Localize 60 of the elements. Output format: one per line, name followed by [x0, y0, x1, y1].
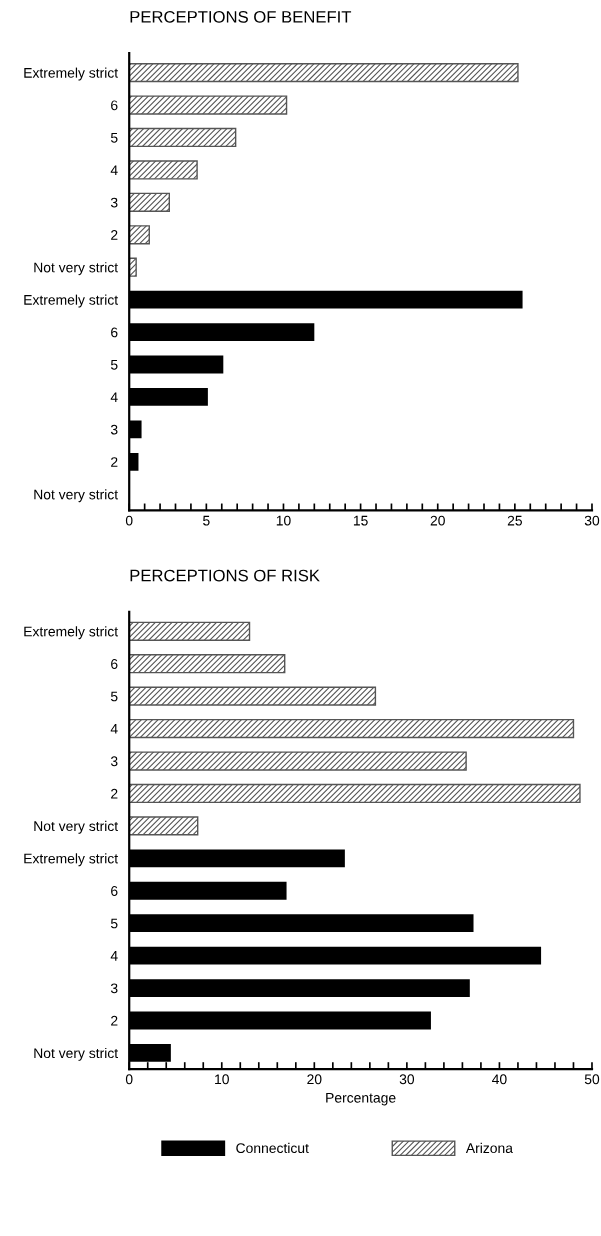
bar [129, 95, 288, 115]
y-tick-label: 5 [110, 359, 118, 370]
y-tick-label: 6 [111, 327, 118, 338]
y-tick-label: 3 [110, 756, 118, 767]
chart-title: PERCEPTIONS OF RISK [130, 569, 320, 582]
x-tick-label: 30 [399, 1074, 415, 1085]
y-tick-label: 4 [110, 165, 118, 175]
y-tick-label: Not very strict [34, 1047, 119, 1061]
y-tick-label: 6 [111, 659, 118, 669]
y-tick-label: Not very strict [34, 820, 119, 834]
bar [129, 718, 575, 739]
y-tick-label: 6 [111, 886, 118, 896]
y-tick-label: 4 [110, 724, 118, 734]
bar [129, 751, 467, 771]
y-tick-label: 2 [111, 457, 118, 467]
chart-title: PERCEPTIONS OF BENEFIT [130, 10, 352, 23]
y-tick-label: Not very strict [34, 489, 119, 503]
legend-label: Connecticut [236, 1142, 309, 1154]
x-tick-label: 20 [307, 1074, 322, 1085]
x-axis-title: Percentage [326, 1093, 396, 1106]
y-tick-label: 2 [111, 788, 118, 799]
bar [129, 192, 171, 212]
y-tick-label: 5 [110, 918, 118, 929]
x-tick-label: 25 [507, 515, 522, 526]
x-tick-label: 0 [125, 1074, 133, 1085]
bar [129, 686, 377, 706]
y-tick-label: 3 [110, 424, 118, 435]
x-tick-label: 15 [353, 515, 368, 526]
bar [129, 783, 581, 804]
y-tick-label: Not very strict [34, 262, 119, 276]
y-tick-label: Extremely strict [24, 67, 118, 81]
x-tick-label: 10 [276, 515, 291, 526]
y-tick-label: 3 [110, 983, 118, 994]
y-tick-label: 4 [110, 392, 118, 402]
y-tick-label: Extremely strict [24, 294, 118, 308]
x-tick-label: 30 [584, 515, 600, 526]
x-tick-label: 10 [215, 1074, 229, 1085]
bar [129, 621, 251, 641]
x-tick-label: 20 [430, 515, 445, 526]
bar [129, 654, 286, 674]
bar [129, 62, 519, 83]
legend-label: Arizona [465, 1142, 513, 1154]
bar [129, 160, 198, 180]
bar [129, 816, 199, 836]
y-tick-label: 4 [110, 951, 118, 961]
bar [129, 225, 150, 245]
y-tick-label: 3 [110, 197, 118, 208]
y-tick-label: Extremely strict [24, 853, 118, 867]
y-tick-label: 2 [111, 1015, 118, 1026]
bar [129, 127, 237, 148]
bar [129, 257, 137, 277]
x-tick-label: 40 [492, 1074, 507, 1085]
y-tick-label: Extremely strict [24, 626, 118, 640]
y-tick-label: 6 [111, 100, 118, 111]
x-tick-label: 0 [125, 515, 133, 526]
x-tick-label: 5 [203, 515, 210, 526]
y-tick-label: 2 [111, 230, 118, 240]
y-tick-label: 5 [110, 132, 118, 143]
y-tick-label: 5 [110, 691, 118, 702]
x-tick-label: 50 [584, 1074, 600, 1085]
